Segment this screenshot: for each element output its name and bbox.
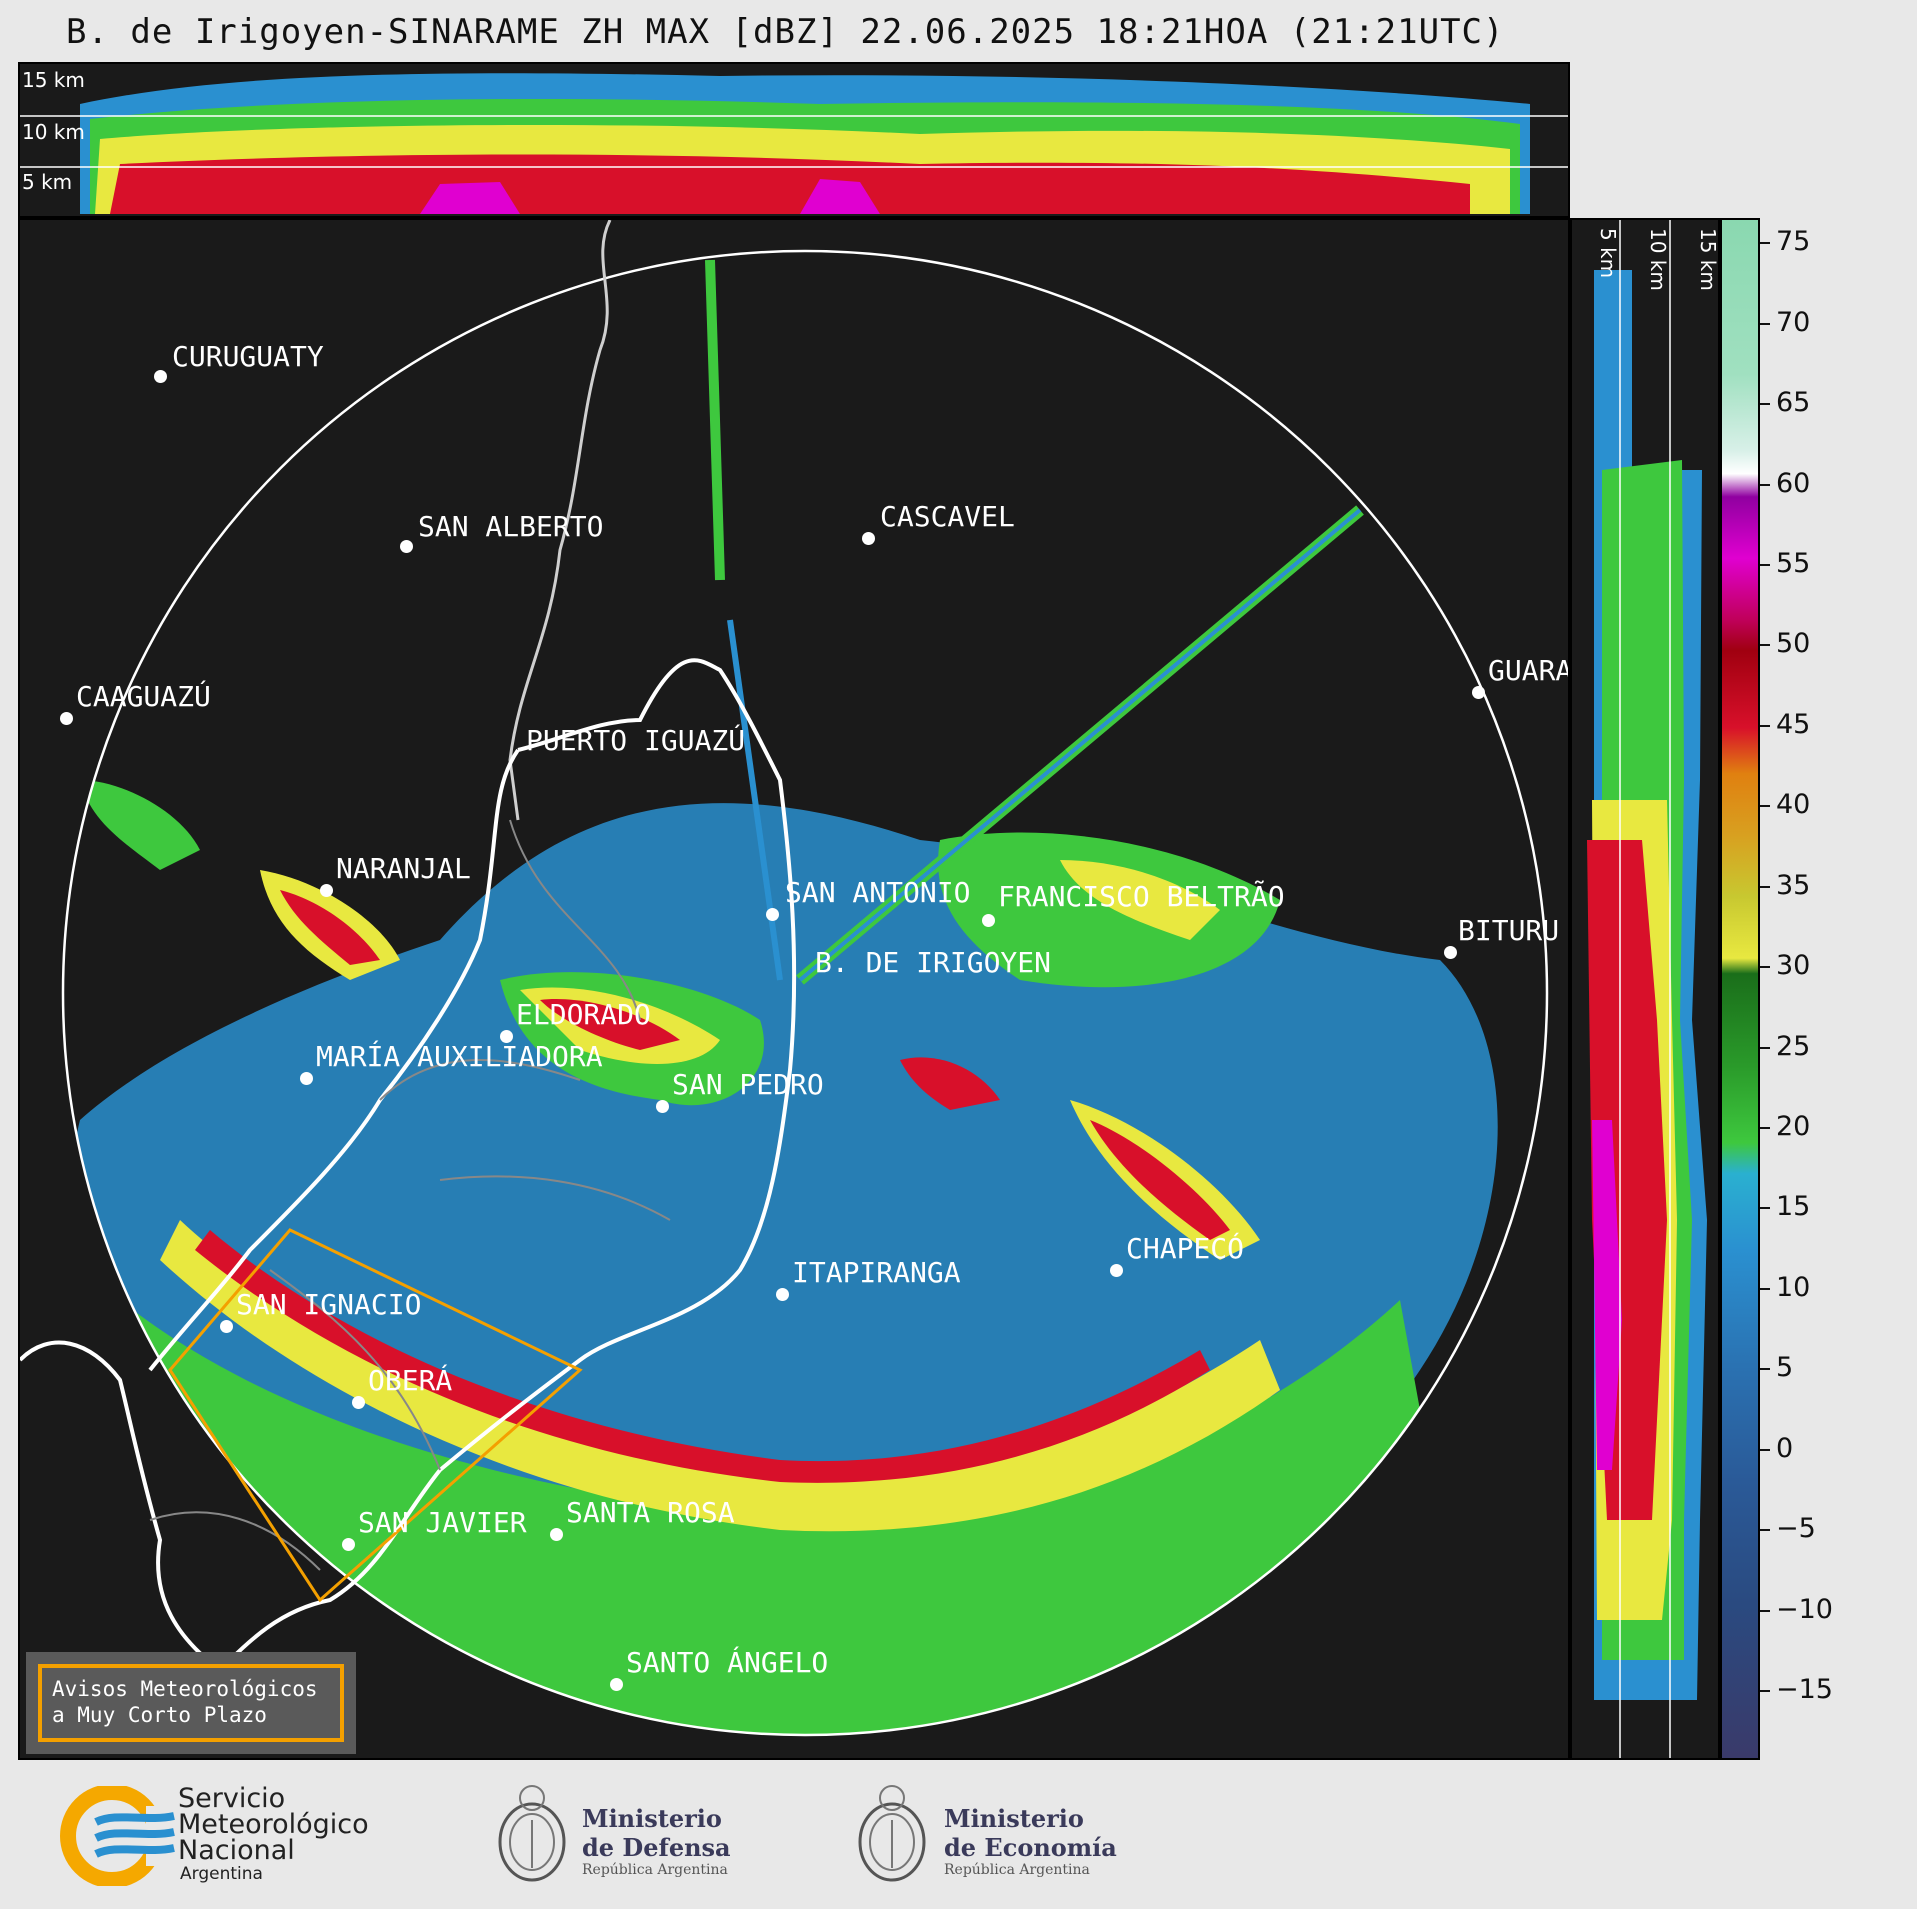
city-label-eldorado: ELDORADO <box>516 998 651 1031</box>
colorbar-tick-30: 30 <box>1760 950 1810 981</box>
city-dot-santa-rosa <box>550 1528 563 1541</box>
city-dot-san-javier <box>342 1538 355 1551</box>
city-label-san-ignacio: SAN IGNACIO <box>236 1288 422 1321</box>
notice-line-1: Avisos Meteorológicos <box>52 1677 318 1701</box>
colorbar-tick-35: 35 <box>1760 870 1810 901</box>
city-dot-santo-angelo <box>610 1678 623 1691</box>
colorbar-tick-25: 25 <box>1760 1031 1810 1062</box>
city-label-puerto-iguazu: PUERTO IGUAZÚ <box>526 724 746 757</box>
defensa-line-1: Ministerio <box>582 1804 722 1833</box>
top-km-label-5: 5 km <box>22 170 73 194</box>
defensa-logo-text: Ministerio de Defensa República Argentin… <box>582 1804 731 1878</box>
city-label-san-alberto: SAN ALBERTO <box>418 510 604 543</box>
city-label-san-pedro: SAN PEDRO <box>672 1068 824 1101</box>
city-dot-san-alberto <box>400 540 413 553</box>
city-dot-cascavel <box>862 532 875 545</box>
colorbar-tick-60: 60 <box>1760 468 1810 499</box>
city-dot-bituru <box>1444 946 1457 959</box>
city-label-san-javier: SAN JAVIER <box>358 1506 527 1539</box>
colorbar-tick-minus10: −10 <box>1760 1594 1833 1625</box>
warnings-notice-frame: Avisos Meteorológicos a Muy Corto Plazo <box>38 1664 344 1742</box>
city-label-santo-angelo: SANTO ÁNGELO <box>626 1646 829 1679</box>
city-dot-san-ignacio <box>220 1320 233 1333</box>
economia-seal-icon <box>854 1776 930 1898</box>
colorbar-tick-65: 65 <box>1760 387 1810 418</box>
city-label-caaguazu: CAAGUAZÚ <box>76 680 211 713</box>
top-km-label-10: 10 km <box>22 120 85 144</box>
city-label-naranjal: NARANJAL <box>336 852 471 885</box>
colorbar-tick-20: 20 <box>1760 1111 1810 1142</box>
city-label-b-de-irigoyen: B. DE IRIGOYEN <box>815 946 1052 979</box>
colorbar-tick-minus5: −5 <box>1760 1513 1816 1544</box>
city-dot-eldorado <box>500 1030 513 1043</box>
radar-map-panel: CURUGUATY SAN ALBERTO CASCAVEL CAAGUAZÚ … <box>18 218 1570 1760</box>
city-dot-curuguaty <box>154 370 167 383</box>
side-km-label-5: 5 km <box>1596 228 1620 279</box>
colorbar-tick-45: 45 <box>1760 709 1810 740</box>
colorbar-tick-70: 70 <box>1760 307 1810 338</box>
city-label-san-antonio: SAN ANTONIO <box>785 876 971 909</box>
city-dot-guara <box>1472 686 1485 699</box>
side-km-label-15: 15 km <box>1696 228 1720 291</box>
city-dot-itapiranga <box>776 1288 789 1301</box>
smn-line-2: Meteorológico <box>178 1809 369 1840</box>
smn-line-3: Nacional <box>178 1835 295 1866</box>
colorbar-tick-75: 75 <box>1760 226 1810 257</box>
economia-logo-text: Ministerio de Economía República Argenti… <box>944 1804 1117 1878</box>
notice-line-2: a Muy Corto Plazo <box>52 1703 267 1727</box>
city-label-guara: GUARA <box>1488 654 1570 687</box>
city-label-maria-auxiliadora: MARÍA AUXILIADORA <box>316 1040 603 1073</box>
smn-line-4: Argentina <box>180 1864 263 1884</box>
city-label-curuguaty: CURUGUATY <box>172 340 324 373</box>
colorbar-tick-5: 5 <box>1760 1352 1793 1383</box>
city-dot-francisco-beltrao <box>982 914 995 927</box>
city-dot-naranjal <box>320 884 333 897</box>
colorbar-tick-0: 0 <box>1760 1433 1793 1464</box>
colorbar-tick-55: 55 <box>1760 548 1810 579</box>
city-label-santa-rosa: SANTA ROSA <box>566 1496 735 1529</box>
top-km-label-15: 15 km <box>22 68 85 92</box>
defensa-line-2: de Defensa <box>582 1833 731 1862</box>
city-dot-chapeco <box>1110 1264 1123 1277</box>
city-dot-san-antonio <box>766 908 779 921</box>
colorbar-tick-10: 10 <box>1760 1272 1810 1303</box>
colorbar-tick-15: 15 <box>1760 1191 1810 1222</box>
smn-logo <box>56 1784 186 1888</box>
city-label-itapiranga: ITAPIRANGA <box>792 1256 961 1289</box>
city-label-chapeco: CHAPECÓ <box>1126 1232 1245 1265</box>
side-cross-section-panel: 5 km 10 km 15 km <box>1570 218 1720 1760</box>
colorbar-tick-40: 40 <box>1760 789 1810 820</box>
city-label-bituru: BITURU <box>1458 914 1560 947</box>
defensa-line-3: República Argentina <box>582 1862 728 1878</box>
economia-line-1: Ministerio <box>944 1804 1084 1833</box>
city-dot-maria-auxiliadora <box>300 1072 313 1085</box>
city-dot-caaguazu <box>60 712 73 725</box>
colorbar-tick-minus15: −15 <box>1760 1674 1833 1705</box>
city-dot-san-pedro <box>656 1100 669 1113</box>
city-label-francisco-beltrao: FRANCISCO BELTRÃO <box>998 880 1285 913</box>
smn-logo-mark <box>60 1784 186 1888</box>
defensa-seal-icon <box>494 1776 570 1898</box>
side-cross-section-echoes <box>1587 220 1707 1758</box>
radar-echoes <box>20 220 1549 1737</box>
city-label-cascavel: CASCAVEL <box>880 500 1015 533</box>
economia-line-3: República Argentina <box>944 1862 1090 1878</box>
colorbar-tick-50: 50 <box>1760 628 1810 659</box>
side-km-label-10: 10 km <box>1646 228 1670 291</box>
economia-line-2: de Economía <box>944 1833 1117 1862</box>
page-title: B. de Irigoyen-SINARAME ZH MAX [dBZ] 22.… <box>66 12 1505 52</box>
smn-logo-text: Servicio Meteorológico Nacional Argentin… <box>178 1783 369 1884</box>
dbz-colorbar <box>1720 218 1760 1760</box>
city-label-obera: OBERÁ <box>368 1364 453 1397</box>
top-cross-section-panel: 15 km 10 km 5 km <box>18 62 1570 218</box>
city-dot-obera <box>352 1396 365 1409</box>
smn-line-1: Servicio <box>178 1783 286 1814</box>
warnings-notice-box: Avisos Meteorológicos a Muy Corto Plazo <box>26 1652 356 1754</box>
top-cross-section-echoes <box>20 73 1568 214</box>
